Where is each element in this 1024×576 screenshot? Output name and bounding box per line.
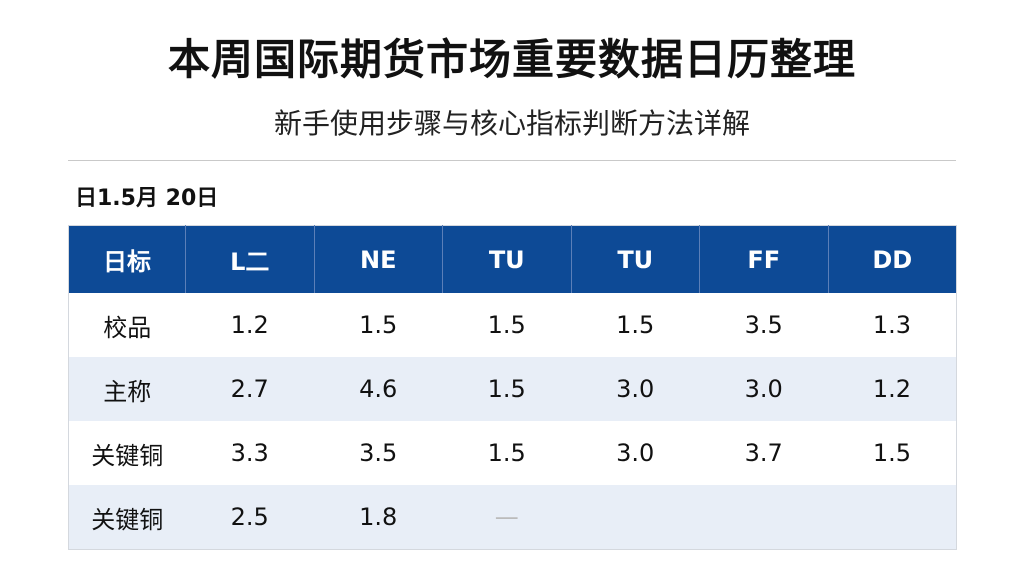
cell: 1.5 <box>442 357 571 421</box>
cell: — <box>442 485 571 550</box>
row-label: 关键铜 <box>91 441 164 470</box>
cell: 1.5 <box>872 439 912 467</box>
column-header: L二 <box>185 225 314 293</box>
header-row: 日标 L二 NE TU TU FF DD <box>68 225 957 293</box>
row-label: 关键铜 <box>68 485 186 550</box>
cell: 2.7 <box>185 357 314 421</box>
column-header: NE <box>313 225 443 293</box>
cell: 3.5 <box>359 439 398 467</box>
cell: 1.2 <box>230 311 269 339</box>
empty-cell <box>699 485 828 550</box>
column-header: DD <box>827 225 957 293</box>
table-row: 关键铜 3.3 3.5 1.5 3.0 3.7 1.5 <box>69 421 957 485</box>
cell: 4.6 <box>314 357 443 421</box>
cell: 3.0 <box>699 357 828 421</box>
cell: 1.8 <box>314 485 443 550</box>
empty-cell <box>571 485 700 550</box>
row-label: 主称 <box>68 357 186 421</box>
table-row: 校品 1.2 1.5 1.5 1.5 3.5 1.3 <box>69 293 957 357</box>
cell: 1.5 <box>487 439 526 467</box>
empty-cell <box>828 485 957 550</box>
section-label: 日1.5月 20日 <box>75 186 219 211</box>
table-row: 关键铜 2.5 1.8— <box>68 485 957 550</box>
table-row: 主称 2.7 4.6 1.5 3.0 3.0 1.2 <box>68 357 957 421</box>
subtitle: 新手使用步骤与核心指标判断方法详解 <box>273 107 750 140</box>
row-label: 校品 <box>103 313 152 342</box>
column-header: 日标 <box>68 225 186 293</box>
cell: 1.5 <box>487 311 526 339</box>
column-header: TU <box>442 225 571 293</box>
column-header: TU <box>570 225 700 293</box>
title: 本周国际期货市场重要数据日历整理 <box>167 35 856 84</box>
column-header: FF <box>699 225 828 293</box>
cell: 3.3 <box>230 439 269 467</box>
cell: 1.3 <box>872 311 912 339</box>
cell: 1.5 <box>616 311 655 339</box>
cell: 1.5 <box>359 311 398 339</box>
cell: 2.5 <box>185 485 314 550</box>
cell: 1.2 <box>828 357 957 421</box>
divider <box>68 160 956 161</box>
cell: 3.5 <box>744 311 783 339</box>
cell: 3.0 <box>616 439 655 467</box>
data-table: 日标 L二 NE TU TU FF DD 校品 1.2 1.5 1.5 1.5 3.5 1.3 主称 2.7… <box>68 225 957 550</box>
cell: 3.0 <box>571 357 700 421</box>
cell: 3.7 <box>744 439 783 467</box>
